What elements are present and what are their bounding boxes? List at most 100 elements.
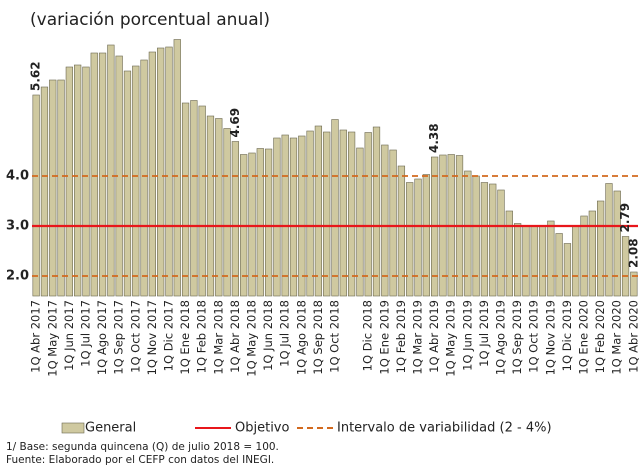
value-label: 5.62 <box>29 61 43 91</box>
bar <box>497 189 505 297</box>
bar <box>107 44 115 297</box>
x-tick-label: 1Q Feb 2019 <box>394 300 408 373</box>
bar <box>414 178 422 297</box>
legend-label: Objetivo <box>235 421 289 436</box>
bar <box>49 79 57 297</box>
bar <box>489 183 497 297</box>
x-tick-label: 1Q Jun 2017 <box>62 300 76 371</box>
legend-swatch <box>61 422 85 434</box>
bar <box>298 135 306 297</box>
x-tick-label: 1Q Ago 2019 <box>494 300 508 375</box>
bar <box>364 132 372 297</box>
bar <box>514 223 522 297</box>
bar <box>198 105 206 297</box>
bar <box>356 147 364 297</box>
x-tick-label: 1Q May 2018 <box>244 300 258 377</box>
x-tick-label: 1Q Jul 2019 <box>477 300 491 367</box>
bar <box>273 137 281 297</box>
bar <box>572 225 580 297</box>
value-label: 2.08 <box>626 238 640 268</box>
x-tick-label: 1Q Sep 2019 <box>510 300 524 375</box>
x-tick-label: 1Q Dic 2017 <box>161 300 175 371</box>
bar <box>630 271 638 297</box>
bar <box>223 128 231 297</box>
x-tick-label: 1Q Oct 2017 <box>128 300 142 373</box>
bar <box>181 102 190 297</box>
bar <box>472 175 480 297</box>
bar <box>231 141 240 297</box>
bar <box>522 225 530 297</box>
bar <box>538 225 547 297</box>
x-tick-label: 1Q Abr 2017 <box>29 300 43 373</box>
bar <box>264 148 273 297</box>
y-tick-label: 4.0 <box>6 169 29 184</box>
footnote: 1/ Base: segunda quincena (Q) de julio 2… <box>6 441 279 453</box>
x-tick-label: 1Q Sep 2017 <box>112 300 126 375</box>
bar <box>339 129 347 297</box>
bar <box>173 39 181 297</box>
bar <box>505 210 513 297</box>
bar <box>613 190 621 297</box>
bar <box>314 125 323 297</box>
y-tick-label: 2.0 <box>6 269 29 284</box>
bar <box>406 182 414 297</box>
bar <box>530 225 538 297</box>
footnote: Fuente: Elaborado por el CEFP con datos … <box>6 454 274 466</box>
x-tick-label: 1Q Dic 2018 <box>361 300 375 371</box>
x-tick-label: 1Q Abr 2020 <box>626 300 640 373</box>
bar <box>422 174 430 297</box>
bar <box>215 118 223 297</box>
x-tick-label: 1Q Mar 2020 <box>610 300 624 375</box>
bar <box>372 126 381 297</box>
bar <box>597 200 605 297</box>
value-label: 2.79 <box>618 203 632 233</box>
x-tick-label: 1Q Abr 2018 <box>228 300 242 373</box>
bar <box>547 220 555 297</box>
bar <box>563 243 572 297</box>
bar <box>206 115 215 297</box>
bar <box>140 59 148 297</box>
bar <box>621 236 630 297</box>
x-tick-label: 1Q Jul 2017 <box>78 300 92 367</box>
value-label: 4.69 <box>228 108 242 138</box>
value-label: 4.38 <box>427 123 441 153</box>
bar <box>381 144 389 297</box>
bar <box>323 131 331 297</box>
x-tick-label: 1Q Oct 2018 <box>328 300 342 373</box>
bar <box>90 52 98 297</box>
x-tick-label: 1Q Ene 2019 <box>377 300 391 375</box>
x-tick-label: 1Q Ago 2018 <box>294 300 308 375</box>
x-tick-label: 1Q Mar 2019 <box>411 300 425 375</box>
x-tick-label: 1Q May 2017 <box>45 300 59 377</box>
bar <box>555 233 563 297</box>
legend-label: General <box>85 421 136 436</box>
legend-label: Intervalo de variabilidad (2 - 4%) <box>337 421 552 436</box>
bar <box>248 152 256 297</box>
bar <box>588 210 596 297</box>
x-tick-label: 1Q Jul 2018 <box>278 300 292 367</box>
x-tick-label: 1Q Mar 2018 <box>211 300 225 375</box>
x-tick-label: 1Q Ene 2018 <box>178 300 192 375</box>
bar <box>256 148 264 297</box>
bar <box>57 79 65 297</box>
bar <box>82 66 90 297</box>
x-tick-label: 1Q Sep 2018 <box>311 300 325 375</box>
x-tick-label: 1Q Dic 2019 <box>560 300 574 371</box>
bar <box>123 70 132 297</box>
x-tick-label: 1Q Ago 2017 <box>95 300 109 375</box>
bar <box>281 134 289 297</box>
x-tick-label: 1Q Feb 2020 <box>593 300 607 373</box>
bar <box>306 130 314 297</box>
bar <box>132 65 140 297</box>
bar <box>157 47 165 297</box>
bar <box>347 131 356 297</box>
x-tick-label: 1Q Nov 2017 <box>145 300 159 375</box>
bar <box>480 182 489 297</box>
x-tick-label: 1Q Feb 2018 <box>195 300 209 373</box>
bar <box>98 52 107 297</box>
bar <box>397 165 406 297</box>
x-tick-label: 1Q Jun 2018 <box>261 300 275 371</box>
bar <box>165 46 173 297</box>
chart-title: (variación porcentual anual) <box>30 10 270 30</box>
x-tick-label: 1Q Nov 2019 <box>543 300 557 375</box>
